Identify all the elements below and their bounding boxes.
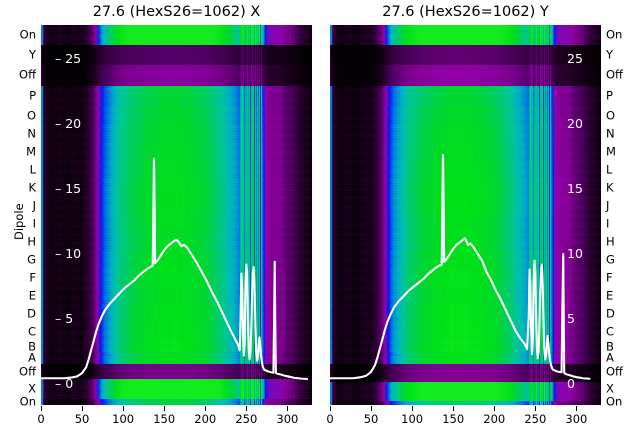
heatmap-panel-x[interactable] (41, 25, 312, 405)
category-label-right: E (606, 288, 614, 303)
category-label-left: Y (28, 47, 36, 62)
heatmap-panel-y[interactable] (330, 25, 601, 405)
category-label-left: K (28, 180, 36, 195)
x-tick-label: 150 (153, 412, 176, 426)
category-label-right: M (606, 144, 616, 159)
category-label-right: L (606, 162, 613, 177)
x-tick-label: 100 (112, 412, 135, 426)
interior-ytick-label: – 0 (55, 376, 74, 392)
category-label-left: N (27, 126, 36, 141)
category-label-left: On (19, 27, 36, 42)
category-label-left: J (32, 198, 36, 213)
x-tick-mark (453, 406, 455, 411)
interior-ytick-label: 0 (567, 376, 575, 392)
x-tick-mark (494, 406, 496, 411)
x-tick-mark (246, 406, 248, 411)
category-label-left: G (27, 252, 36, 267)
x-tick-mark (330, 406, 331, 411)
category-label-left: B (28, 339, 36, 354)
category-label-left: P (29, 88, 36, 103)
x-tick-mark (535, 406, 537, 411)
category-label-right: B (606, 339, 614, 354)
x-tick-mark (123, 406, 125, 411)
category-label-left: On (19, 394, 36, 409)
panel-title-x: 27.6 (HexS26=1062) X (92, 4, 261, 20)
x-tick-label: 200 (483, 412, 506, 426)
x-tick-label: 100 (401, 412, 424, 426)
category-label-right: P (606, 88, 613, 103)
x-tick-mark (287, 406, 289, 411)
category-label-right: On (606, 27, 623, 42)
x-tick-label: 250 (524, 412, 547, 426)
category-label-right: Off (606, 364, 623, 379)
interior-ytick-label: – 5 (55, 311, 74, 327)
category-label-right: K (606, 180, 614, 195)
x-tick-label: 0 (37, 412, 45, 426)
interior-ytick-label: 5 (567, 311, 575, 327)
x-tick-mark (41, 406, 42, 411)
category-label-right: X (606, 381, 614, 396)
interior-ytick-label: 10 (567, 246, 583, 262)
x-tick-mark (82, 406, 84, 411)
category-label-left: I (32, 216, 36, 231)
x-tick-mark (205, 406, 207, 411)
x-tick-mark (412, 406, 414, 411)
category-label-left: F (29, 270, 36, 285)
interior-ytick-label: 20 (567, 115, 583, 131)
interior-ytick-label: – 20 (55, 115, 82, 131)
x-tick-label: 200 (194, 412, 217, 426)
category-label-right: A (606, 350, 614, 365)
x-tick-mark (164, 406, 166, 411)
x-tick-label: 250 (235, 412, 258, 426)
category-label-left: Off (19, 67, 36, 82)
panel-title-y: 27.6 (HexS26=1062) Y (382, 4, 549, 20)
category-label-left: E (28, 288, 36, 303)
x-tick-mark (576, 406, 578, 411)
x-tick-mark (371, 406, 373, 411)
category-label-right: H (606, 234, 615, 249)
category-label-right: C (606, 324, 615, 339)
category-label-left: A (28, 350, 36, 365)
x-tick-label: 150 (442, 412, 465, 426)
category-label-right: F (606, 270, 613, 285)
category-label-left: Off (19, 364, 36, 379)
category-label-right: G (606, 252, 615, 267)
category-label-right: On (606, 394, 623, 409)
interior-ytick-label: 15 (567, 180, 583, 196)
category-label-left: C (27, 324, 36, 339)
category-label-right: D (606, 306, 615, 321)
interior-ytick-label: 25 (567, 50, 583, 66)
x-tick-label: 300 (565, 412, 588, 426)
category-label-left: D (27, 306, 36, 321)
interior-ytick-label: – 15 (55, 180, 82, 196)
x-tick-label: 300 (276, 412, 299, 426)
category-label-left: M (26, 144, 36, 159)
interior-ytick-label: – 10 (55, 246, 82, 262)
category-label-left: H (27, 234, 36, 249)
category-label-left: O (26, 108, 36, 123)
heatmap-image-y (330, 25, 601, 405)
x-tick-label: 0 (326, 412, 334, 426)
interior-ytick-label: – 25 (55, 50, 82, 66)
x-tick-label: 50 (74, 412, 90, 426)
category-label-left: X (28, 381, 36, 396)
category-label-right: N (606, 126, 615, 141)
x-tick-label: 50 (363, 412, 379, 426)
category-label-right: J (606, 198, 610, 213)
category-label-right: Y (606, 47, 614, 62)
category-label-right: Off (606, 67, 623, 82)
heatmap-image-x (41, 25, 312, 405)
category-label-right: O (606, 108, 616, 123)
category-label-left: L (29, 162, 36, 177)
category-label-right: I (606, 216, 610, 231)
